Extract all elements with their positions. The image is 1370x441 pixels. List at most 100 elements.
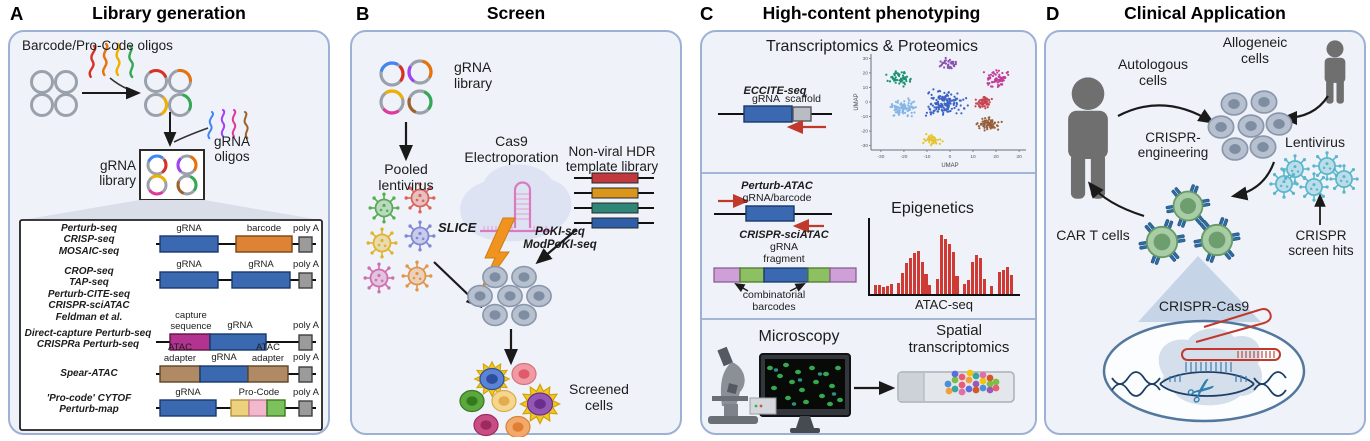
- svg-text:0: 0: [865, 100, 868, 106]
- seg-label: ATAC adapter: [251, 342, 285, 364]
- svg-text:20: 20: [993, 154, 999, 160]
- panel-title-a: Library generation: [92, 3, 246, 23]
- svg-text:-10: -10: [861, 114, 868, 120]
- umap-svg: -30 -20 -10 0 10 20 30 30 20 10 0 -10 -20 -30 UMAP UMAP: [854, 54, 1026, 169]
- atac-bar: [1001, 269, 1006, 294]
- seg-label: poly A: [293, 223, 319, 234]
- hdr-library-label: Non-viral HDR template library: [565, 144, 659, 175]
- section-divider: [702, 318, 1035, 320]
- grna-fragment-label: gRNA fragment: [763, 241, 805, 265]
- panel-clinical-application: Autologous cells Allogeneic cells CRISPR…: [1044, 30, 1366, 435]
- atac-bar: [955, 275, 959, 294]
- perturb-atac-label: Perturb-ATAC: [741, 180, 813, 192]
- atac-bar: [924, 274, 928, 294]
- atac-bar: [963, 284, 967, 294]
- allogeneic-arrow: [1280, 95, 1329, 126]
- svg-text:-10: -10: [924, 154, 931, 160]
- atac-bar: [982, 278, 986, 294]
- spatial-slide-icon: [897, 369, 1015, 403]
- atac-bar: [928, 284, 932, 294]
- seg-label: gRNA: [211, 352, 237, 363]
- eccite-construct-icon: [718, 105, 832, 135]
- cas9-hairpin-icon: [480, 181, 554, 233]
- eccite-label: ECCITE-seq: [743, 85, 807, 97]
- seg-label: poly A: [293, 320, 319, 331]
- panel-label-b: B: [356, 3, 370, 24]
- atac-bar: [889, 284, 893, 294]
- svg-text:20: 20: [863, 71, 869, 77]
- atac-bar: [951, 252, 955, 294]
- cas9-protein-blob: [1158, 328, 1262, 406]
- seg-label: poly A: [293, 259, 319, 270]
- lentivirus-icons: [1268, 150, 1360, 203]
- fluorescence-monitor-icon: [759, 353, 851, 433]
- svg-text:-30: -30: [861, 143, 868, 149]
- panel-label-d: D: [1046, 3, 1060, 24]
- atac-bar: [967, 280, 971, 294]
- seg-label: gRNA: [176, 259, 202, 270]
- zoom-wedge: [22, 200, 320, 220]
- barcoded-plasmids-icon: [144, 69, 192, 117]
- atac-bar: [920, 261, 924, 294]
- atac-chart: [868, 218, 1020, 296]
- panel-title-d: Clinical Application: [1124, 3, 1286, 23]
- engineering-arrow: [1230, 161, 1276, 201]
- crispr-cas9-label: CRISPR-Cas9: [1158, 298, 1250, 314]
- lentivirus-label: Lentivirus: [1285, 134, 1345, 150]
- spatial-title: Spatial transcriptomics: [908, 322, 1010, 357]
- atac-bar: [990, 286, 994, 294]
- oligo-insert-curve: [109, 77, 137, 93]
- panel-b-graphics: [362, 59, 654, 437]
- atac-bar: [939, 235, 944, 294]
- slice-label: SLICE: [438, 220, 477, 235]
- grna-barcode-label: gRNA/barcode: [742, 192, 812, 204]
- car-t-cells-label: CAR T cells: [1056, 227, 1130, 243]
- construct-row-5: [156, 399, 316, 417]
- construct-methods-2: CROP-seq TAP-seq Perturb-CITE-seq CRISPR…: [47, 266, 131, 323]
- svg-text:10: 10: [970, 154, 976, 160]
- spatial-dot-cluster: [944, 369, 1000, 396]
- svg-text:-20: -20: [900, 154, 907, 160]
- atac-bar: [1009, 275, 1013, 294]
- construct-methods-1: Perturb-seq CRISP-seq MOSAIC-seq: [58, 223, 120, 257]
- hdr-to-cells-arrow: [535, 229, 577, 265]
- umap-plot: -30 -20 -10 0 10 20 30 30 20 10 0 -10 -20 -30 UMAP UMAP: [852, 50, 1034, 170]
- panel-title-b: Screen: [486, 3, 546, 23]
- seg-label: gRNA: [248, 259, 274, 270]
- atac-bar: [1005, 267, 1009, 294]
- seg-label: ATAC adapter: [163, 342, 197, 364]
- seg-label: gRNA: [175, 387, 201, 398]
- construct-row-4: [156, 365, 316, 383]
- section-divider: [702, 172, 1035, 174]
- grna-library-box: [139, 149, 205, 201]
- construct-methods-4: Spear-ATAC: [60, 368, 118, 379]
- atac-bar: [978, 257, 982, 294]
- svg-text:UMAP: UMAP: [854, 93, 860, 110]
- atac-bar: [908, 257, 913, 294]
- construct-row-3: [156, 333, 316, 351]
- patient-icon: [1068, 77, 1108, 199]
- grna-library-plasmids-icon: [379, 59, 433, 115]
- atac-bar: [943, 239, 947, 294]
- construct-methods-5: 'Pro-code' CYTOF Perturb-map: [46, 393, 132, 416]
- combinatorial-label: combinatorial barcodes: [742, 289, 806, 313]
- oligos-title: Barcode/Pro-Code oligos: [22, 38, 173, 53]
- construct-methods-3: Direct-capture Perturb-seq CRISPRa Pertu…: [24, 328, 152, 351]
- svg-text:-20: -20: [861, 129, 868, 135]
- construct-row-2: [156, 271, 316, 289]
- seg-label: gRNA: [176, 223, 202, 234]
- library-plasmids-icon: [146, 154, 198, 196]
- autologous-arrow: [1117, 104, 1215, 124]
- atac-bar: [897, 282, 901, 294]
- panel-label-a: A: [10, 3, 24, 24]
- cas9-electroporation-label: Cas9 Electroporation: [464, 133, 559, 165]
- grna-oligos-label: gRNA oligos: [213, 134, 250, 165]
- seg-label: capture sequence: [170, 310, 212, 332]
- donor-icon: [1324, 40, 1346, 104]
- empty-plasmids-icon: [30, 70, 78, 117]
- atac-bar: [885, 285, 889, 294]
- screened-cells-icon: [459, 361, 561, 437]
- atac-bar: [905, 263, 909, 294]
- allogeneic-label: Allogeneic cells: [1222, 34, 1288, 66]
- seg-label: barcode: [246, 223, 282, 234]
